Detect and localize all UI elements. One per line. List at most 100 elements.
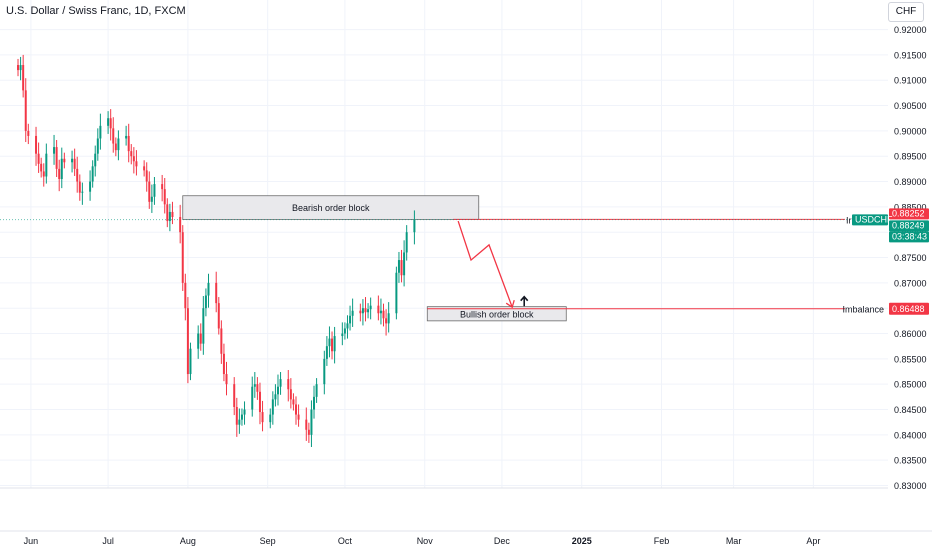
candle [379,298,382,325]
candle-body [125,135,128,139]
candle [385,309,388,336]
candle-body [161,184,164,190]
candle-body [243,409,246,415]
x-tick-label: Aug [180,536,196,546]
currency-button[interactable]: CHF [888,2,924,22]
candle-body [310,409,313,435]
candle-body [289,389,292,400]
candle [207,273,210,308]
candle-body [199,333,202,344]
candle [189,342,192,381]
candle-body [220,328,223,354]
candle-body [76,168,79,182]
candle [60,147,63,189]
candle [256,377,259,400]
candle [310,400,313,447]
y-tick-label: 0.83000 [894,481,927,491]
candle [403,240,406,287]
candle [387,302,390,333]
candle-body [130,151,133,157]
candle-body [215,282,218,304]
x-tick-label: Dec [494,536,511,546]
candle [179,204,182,244]
candle [184,273,187,321]
upper-level-badge-bg [889,208,929,220]
candle-body [315,384,318,397]
y-tick-label: 0.87000 [894,278,927,288]
candle-body [55,147,58,169]
candle [171,201,174,225]
candle-body [258,391,261,413]
candle [148,171,151,209]
candle [58,159,61,192]
projection-layer [457,220,529,309]
candle-body [307,429,310,435]
candle [76,156,79,193]
candle-body [91,166,94,182]
candle [346,315,349,339]
y-tick-label: 0.91000 [894,76,927,86]
candle [289,378,292,409]
candle-body [166,204,169,222]
candle-body [181,232,184,283]
candle-body [63,158,66,163]
candle [274,384,277,407]
candle [199,323,202,351]
candle-body [35,135,38,154]
y-tick-label: 0.88500 [894,202,927,212]
candle-body [112,128,115,144]
last-price-badge-bg [889,220,929,232]
candle-body [107,118,110,126]
candle [125,125,128,146]
candle [143,160,146,177]
candle-body [19,65,22,71]
candle-body [99,125,102,139]
candle-body [202,308,205,344]
candle [112,117,115,153]
candle [99,113,102,150]
candle [217,297,220,335]
bearish-order-block: Bearish order block [182,195,480,220]
candle-body [71,158,74,163]
y-tick-label: 0.86000 [894,329,927,339]
candle [295,396,297,425]
candle [107,111,110,134]
candle-body [42,171,45,177]
candle [19,56,22,81]
candle-body [148,181,151,202]
candle-body [256,384,259,392]
candle-body [359,310,362,314]
candle-body [150,196,153,202]
candle-body [184,282,187,309]
candle [369,297,372,320]
upper-level-badge: 0.88252 [889,208,929,220]
candle-body [145,170,148,182]
candle [351,298,354,327]
x-tick-label: Apr [806,536,820,546]
candle [78,174,81,201]
candle [145,162,148,192]
candle [45,143,48,184]
candle-body [369,305,372,310]
candle-body [73,158,76,169]
candle-body [117,138,120,151]
candle [17,58,20,77]
candle-body [343,328,346,334]
imbalance-price-badge-bg [889,302,929,315]
candle [287,369,290,402]
candle [161,174,164,202]
up-arrow-icon-head [520,295,529,302]
candle [395,266,398,320]
candle [197,325,200,359]
candle-body [397,260,400,273]
candle [377,295,380,321]
candle-body [328,338,331,347]
candle-body [171,211,174,218]
candle [359,303,362,322]
candle [328,326,331,358]
candle [305,407,308,441]
candle [91,160,94,188]
imbalance-price-badge: 0.86488 [889,302,929,315]
